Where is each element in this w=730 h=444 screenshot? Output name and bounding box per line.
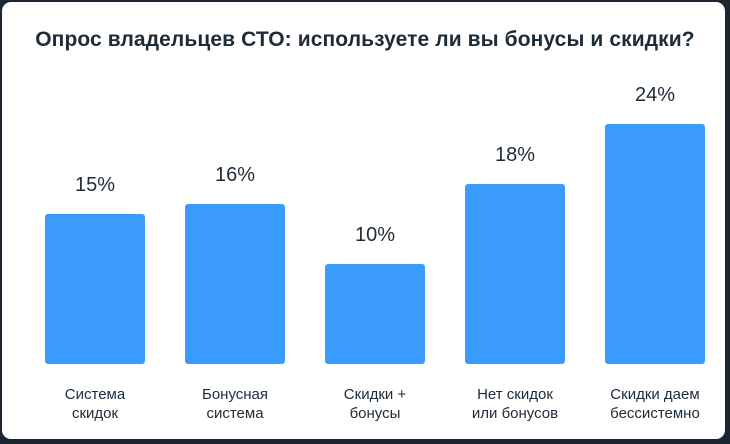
category-label-1-line-2: скидок [72,405,119,422]
category-label-5-line-2: бессистемно [610,405,700,422]
bar-1 [45,214,145,364]
chart-title: Опрос владельцев СТО: используете ли вы … [35,28,695,51]
bar-5 [605,124,705,364]
category-label-3-line-2: бонусы [350,405,401,422]
category-label-3-line-1: Скидки + [344,386,407,403]
category-label-4-line-2: или бонусов [472,405,558,422]
bar-3 [325,264,425,364]
bar-2 [185,204,285,364]
category-label-1-line-1: Система [65,386,126,403]
bar-4 [465,184,565,364]
category-label-2-line-2: система [206,405,264,422]
value-label-5: 24% [635,84,675,106]
category-label-2-line-1: Бонусная [202,386,268,403]
value-label-2: 16% [215,164,255,186]
category-label-5-line-1: Скидки даем [610,386,699,403]
value-label-3: 10% [355,224,395,246]
value-label-1: 15% [75,174,115,196]
value-label-4: 18% [495,144,535,166]
category-label-4-line-1: Нет скидок [477,386,553,403]
